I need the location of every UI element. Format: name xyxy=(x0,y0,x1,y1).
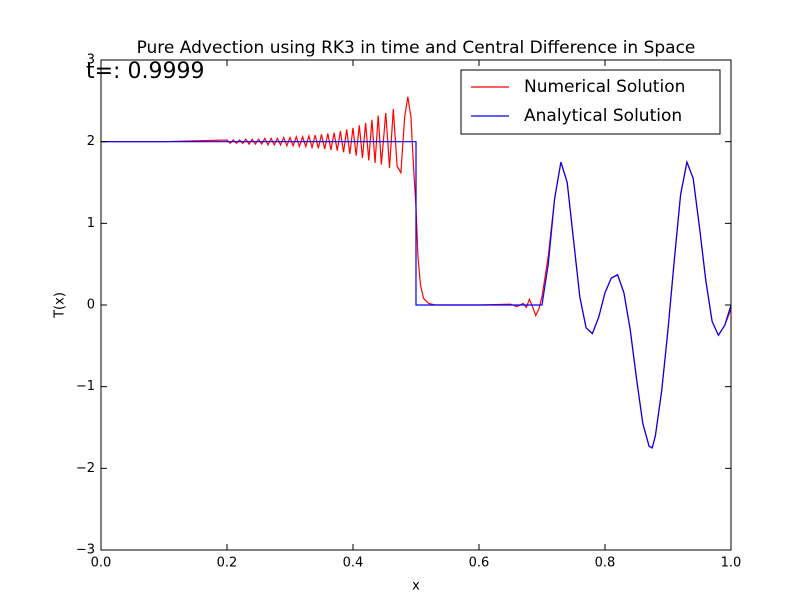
annotation: t=: 0.9999 xyxy=(86,59,204,84)
plot-area xyxy=(101,96,732,449)
x-tick-label: 0.4 xyxy=(343,556,364,571)
series-line xyxy=(101,141,732,449)
x-tick-label: 1.0 xyxy=(721,556,742,571)
y-tick-label: −1 xyxy=(76,379,95,394)
chart-title: Pure Advection using RK3 in time and Cen… xyxy=(137,38,696,58)
x-tick-label: 0.0 xyxy=(91,556,112,571)
legend-label: Numerical Solution xyxy=(524,77,685,97)
y-tick-label: −3 xyxy=(76,543,95,558)
legend-box xyxy=(460,69,721,135)
y-tick-label: 2 xyxy=(87,134,95,149)
y-tick-label: 0 xyxy=(87,298,95,313)
x-tick-label: 0.2 xyxy=(217,556,238,571)
y-tick-label: 1 xyxy=(87,216,95,231)
y-tick-label: 3 xyxy=(87,53,95,68)
y-tick-label: −2 xyxy=(76,461,95,476)
x-tick-label: 0.8 xyxy=(595,556,616,571)
legend-label: Analytical Solution xyxy=(524,106,682,126)
x-tick-label: 0.6 xyxy=(469,556,490,571)
x-axis-label: x xyxy=(412,579,420,594)
y-axis-label: T(x) xyxy=(53,292,68,319)
